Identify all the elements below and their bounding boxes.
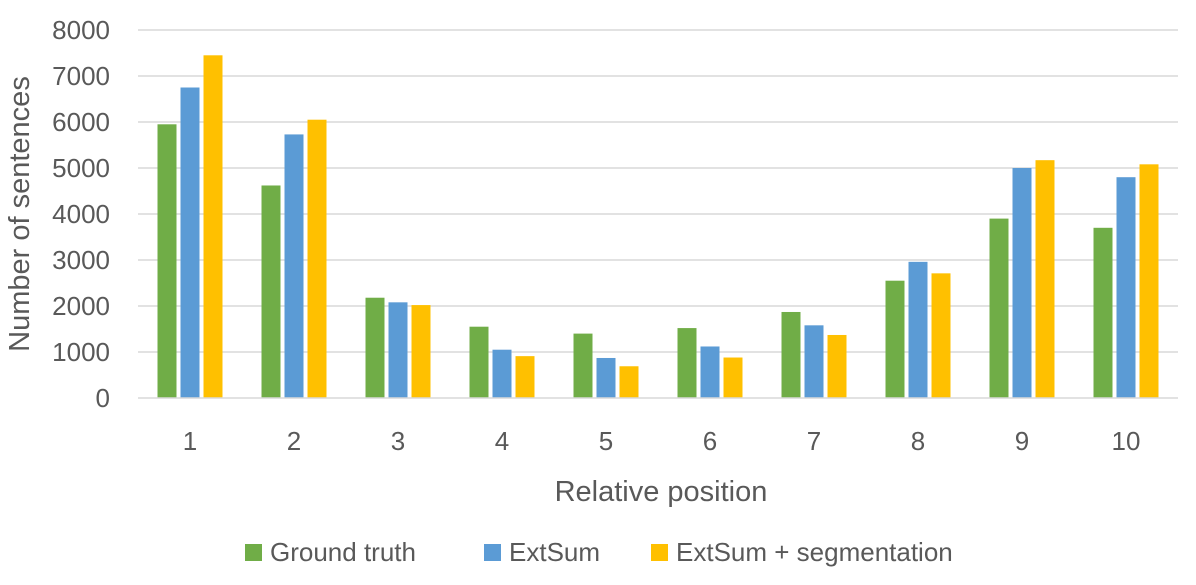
bar bbox=[388, 302, 408, 398]
x-tick-label: 3 bbox=[391, 426, 405, 456]
bar bbox=[989, 218, 1009, 398]
bar bbox=[804, 325, 824, 398]
y-tick-label: 4000 bbox=[52, 199, 110, 229]
x-tick-label: 9 bbox=[1015, 426, 1029, 456]
bar bbox=[1093, 227, 1113, 398]
y-tick-label: 7000 bbox=[52, 61, 110, 91]
y-tick-label: 5000 bbox=[52, 153, 110, 183]
bar bbox=[203, 55, 223, 399]
bar bbox=[469, 326, 489, 398]
bar bbox=[365, 297, 385, 398]
bar bbox=[284, 134, 304, 399]
bar bbox=[700, 346, 720, 398]
legend-swatch bbox=[245, 544, 262, 561]
bar bbox=[885, 280, 905, 398]
bar bbox=[515, 356, 535, 398]
bar bbox=[1035, 160, 1055, 398]
y-tick-label: 8000 bbox=[52, 15, 110, 45]
x-tick-labels: 1 2 3 4 5 6 7 8 9 10 bbox=[183, 426, 1141, 456]
bar bbox=[827, 334, 847, 398]
y-tick-label: 2000 bbox=[52, 291, 110, 321]
bar bbox=[411, 305, 431, 398]
x-tick-label: 5 bbox=[599, 426, 613, 456]
bar bbox=[1012, 168, 1032, 398]
legend-swatch bbox=[484, 544, 501, 561]
x-tick-label: 1 bbox=[183, 426, 197, 456]
bar bbox=[596, 357, 616, 398]
y-tick-label: 3000 bbox=[52, 245, 110, 275]
bar bbox=[573, 333, 593, 398]
y-tick-label: 6000 bbox=[52, 107, 110, 137]
x-tick-label: 7 bbox=[807, 426, 821, 456]
y-tick-label: 0 bbox=[96, 383, 110, 413]
bar bbox=[931, 273, 951, 398]
bar bbox=[1139, 164, 1159, 398]
bar bbox=[723, 357, 743, 398]
x-tick-label: 4 bbox=[495, 426, 509, 456]
x-tick-label: 6 bbox=[703, 426, 717, 456]
y-tick-label: 1000 bbox=[52, 337, 110, 367]
bar bbox=[180, 87, 200, 398]
bar bbox=[677, 328, 697, 398]
bars bbox=[157, 55, 1159, 399]
legend-label: ExtSum bbox=[509, 537, 600, 567]
bar bbox=[157, 124, 177, 399]
legend-label: ExtSum + segmentation bbox=[676, 537, 953, 567]
y-tick-labels: 0 1000 2000 3000 4000 5000 6000 7000 8000 bbox=[52, 15, 110, 413]
legend: Ground truth ExtSum ExtSum + segmentation bbox=[245, 537, 953, 567]
x-tick-label: 8 bbox=[911, 426, 925, 456]
x-tick-label: 10 bbox=[1112, 426, 1141, 456]
bar bbox=[908, 261, 928, 398]
legend-swatch bbox=[651, 544, 668, 561]
bar bbox=[619, 366, 639, 398]
bar bbox=[307, 119, 327, 398]
legend-label: Ground truth bbox=[270, 537, 416, 567]
y-axis-title: Number of sentences bbox=[4, 76, 36, 352]
bar bbox=[1116, 177, 1136, 398]
x-tick-label: 2 bbox=[287, 426, 301, 456]
bar bbox=[492, 349, 512, 398]
x-axis-title: Relative position bbox=[555, 476, 768, 508]
bar bbox=[261, 185, 281, 398]
bar bbox=[781, 311, 801, 398]
